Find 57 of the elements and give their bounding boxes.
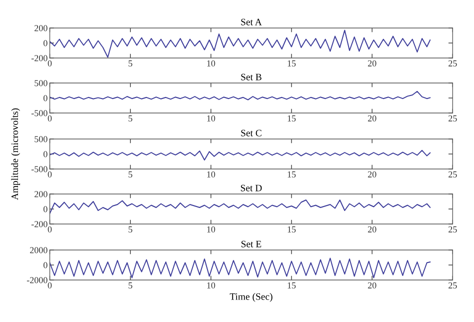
y-tick-label: 500 <box>34 80 48 86</box>
line-series <box>50 30 431 58</box>
x-tick-label: 5 <box>128 226 132 232</box>
line-series <box>50 200 431 214</box>
x-tick-label: 20 <box>368 171 376 178</box>
x-tick-label: 5 <box>128 282 132 288</box>
chart-title: Set D <box>240 184 262 192</box>
line-series <box>50 90 431 100</box>
x-tick-label: 15 <box>288 171 296 178</box>
line-series <box>50 150 431 160</box>
x-tick-label: 25 <box>448 226 457 232</box>
x-tick-label: 10 <box>207 171 216 178</box>
y-tick-label: -2000 <box>26 277 48 284</box>
x-tick-label: 10 <box>207 115 216 122</box>
y-tick-label: -500 <box>31 110 48 116</box>
y-tick-label: 0 <box>44 262 48 268</box>
x-tick-label: 20 <box>368 115 376 122</box>
x-tick-label: 5 <box>128 60 132 66</box>
chart-title: Set B <box>241 74 262 80</box>
x-tick-label: 10 <box>207 282 216 288</box>
x-tick-label: 20 <box>368 60 376 66</box>
y-tick-label: 200 <box>34 25 48 32</box>
x-tick-label: 0 <box>48 60 52 66</box>
x-tick-label: 15 <box>288 60 296 66</box>
y-tick-label: -500 <box>31 166 48 172</box>
x-tick-label: 20 <box>368 282 376 288</box>
x-tick-label: 15 <box>288 226 296 232</box>
y-tick-label: 0 <box>44 151 48 158</box>
y-tick-label: -200 <box>31 55 48 62</box>
chart-title: Set C <box>241 130 262 136</box>
chart-title: Set E <box>241 240 262 248</box>
x-tick-label: 0 <box>48 171 52 178</box>
x-tick-label: 0 <box>48 226 52 232</box>
y-tick-label: 2000 <box>30 247 48 254</box>
line-series <box>50 258 431 278</box>
x-tick-label: 0 <box>48 282 52 288</box>
x-tick-label: 5 <box>128 171 132 178</box>
x-tick-label: 10 <box>207 226 216 232</box>
x-tick-label: 5 <box>128 115 132 122</box>
y-tick-label: 0 <box>44 40 48 46</box>
x-tick-label: 15 <box>288 115 296 122</box>
y-tick-label: 0 <box>44 95 48 102</box>
x-tick-label: 25 <box>448 60 457 66</box>
x-tick-label: 25 <box>448 115 457 122</box>
x-tick-label: 25 <box>448 282 457 288</box>
x-tick-label: 15 <box>288 282 296 288</box>
x-tick-label: 25 <box>448 171 457 178</box>
y-axis-title: Amplitude (microvolts) <box>11 108 20 200</box>
chart-title: Set A <box>241 18 262 26</box>
y-tick-label: 500 <box>34 136 48 142</box>
y-tick-label: 200 <box>34 191 48 198</box>
x-tick-label: 20 <box>368 226 376 232</box>
y-tick-label: -200 <box>31 221 48 228</box>
x-tick-label: 10 <box>207 60 216 66</box>
x-axis-title: Time (Sec) <box>230 293 272 302</box>
x-tick-label: 0 <box>48 115 52 122</box>
y-tick-label: 0 <box>44 206 48 212</box>
